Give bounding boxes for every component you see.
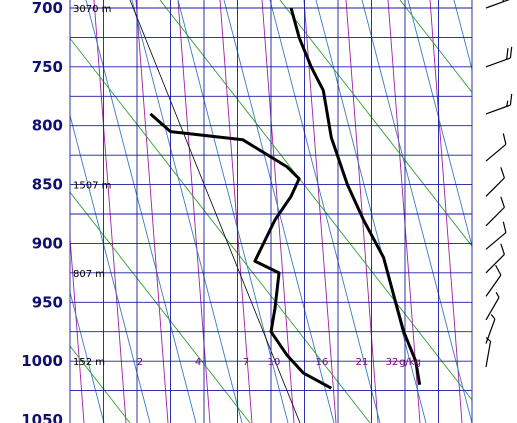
pressure-tick-label: 850 (32, 176, 63, 194)
wind-barb-half-flag (506, 100, 509, 107)
reference-curve (129, 0, 301, 423)
dry-adiabat-line (70, 37, 371, 423)
pressure-tick-label: 800 (32, 117, 63, 135)
wind-barb-staff (485, 318, 496, 344)
wind-barb (485, 292, 500, 321)
grid (69, 0, 473, 423)
profile-lines (149, 7, 422, 390)
wind-barb-flag (506, 48, 509, 60)
mixing-ratio-label: 4 (195, 357, 201, 368)
dry-adiabat-line (70, 345, 131, 423)
dry-adiabat-line (279, 0, 472, 247)
pressure-tick-label: 1050 (21, 411, 63, 423)
wind-barb-flag (500, 243, 505, 255)
pressure-tick-label: 750 (32, 58, 63, 76)
pressure-tick-label: 700 (32, 0, 63, 17)
pressure-tick-label: 900 (32, 234, 63, 252)
wind-barb-half-flag (502, 0, 505, 2)
temperature-profile (289, 7, 422, 385)
wind-barb-staff (485, 143, 507, 162)
mixing-ratio-line (70, 231, 85, 423)
height-annotation: 807 m (73, 269, 105, 280)
wind-barb (485, 196, 505, 227)
wind-barb-flag (495, 264, 502, 276)
mixing-ratio-line (93, 0, 127, 423)
wind-barb-half-flag (485, 337, 491, 342)
moist-adiabat-line (131, 0, 243, 423)
wind-barb-flag (502, 133, 507, 145)
mixing-ratio-line (303, 0, 337, 423)
mixing-ratio-line (219, 0, 253, 423)
mixing-ratio-line (429, 0, 463, 423)
wind-barb-staff (485, 206, 505, 227)
moist-adiabat-line (500, 0, 517, 423)
wind-barb-staff (485, 274, 502, 297)
mixing-ratio-label: 16 (316, 357, 329, 368)
wind-barb-staff (485, 297, 500, 321)
moist-adiabat-line (0, 0, 12, 423)
mixing-ratio-line (135, 0, 169, 423)
height-annotation: 1507 m (73, 181, 111, 192)
height-annotation: 3070 m (73, 4, 111, 15)
moist-adiabat-line (85, 0, 197, 423)
mixing-ratio-label: 32 (386, 357, 399, 368)
wind-barb (485, 0, 511, 9)
dry-adiabat-line (0, 0, 10, 423)
wind-barb (485, 93, 513, 115)
wind-barb (485, 46, 513, 68)
dewpoint-profile (149, 112, 333, 390)
mixing-ratio-label: 2 (137, 357, 143, 368)
mixing-ratio-line (261, 0, 295, 423)
mixing-ratio-label: 21 (356, 357, 369, 368)
wind-barb-staff (485, 341, 492, 368)
wind-barb (485, 243, 505, 274)
chart-labels: 700 750 800 850 900 950 1000 1050 3070 m 1507 m 80… (21, 0, 421, 423)
mixing-ratio-line (471, 0, 472, 6)
wind-barb (485, 133, 507, 162)
wind-barb-flag (509, 93, 513, 106)
mixing-ratio-line (177, 0, 211, 423)
moist-adiabat-line (70, 113, 151, 423)
moist-adiabat-line (407, 0, 472, 248)
wind-barb-staff (485, 232, 507, 250)
dry-adiabat-line (159, 0, 472, 401)
wind-barb-flag (502, 221, 507, 233)
height-annotation: 152 m (73, 357, 105, 368)
mixing-ratio-line (345, 0, 379, 423)
wind-barb (485, 337, 492, 368)
mixing-ratio-label: g/kg (399, 357, 421, 368)
mixing-ratio-label: 10 (268, 357, 281, 368)
wind-barb-staff (485, 177, 505, 197)
pressure-tick-label: 950 (32, 293, 63, 311)
wind-barb-flag (500, 196, 505, 208)
pressure-tick-label: 1000 (21, 352, 63, 370)
moist-adiabat-line (177, 0, 289, 423)
mixing-ratio-line (387, 0, 421, 423)
mixing-ratio-label: 7 (243, 357, 249, 368)
wind-barb-staff (485, 254, 505, 274)
wind-barb (485, 264, 502, 297)
wind-barb-flag (509, 46, 513, 59)
moist-adiabat-line (361, 0, 472, 423)
moist-adiabat-line (70, 290, 105, 423)
wind-barb-half-flag (495, 292, 500, 298)
wind-barb-staff (485, 0, 511, 9)
wind-barb-half-flag (490, 314, 496, 320)
dry-adiabat-line (399, 0, 472, 94)
wind-barb (485, 167, 505, 197)
wind-barb-flag (500, 167, 505, 179)
wind-barb (485, 221, 507, 250)
wind-barbs (485, 0, 513, 368)
dry-adiabat-line (70, 191, 251, 423)
moist-adiabat-line (315, 0, 427, 423)
wind-barb-staff (485, 104, 511, 115)
wind-barb-staff (485, 57, 511, 68)
